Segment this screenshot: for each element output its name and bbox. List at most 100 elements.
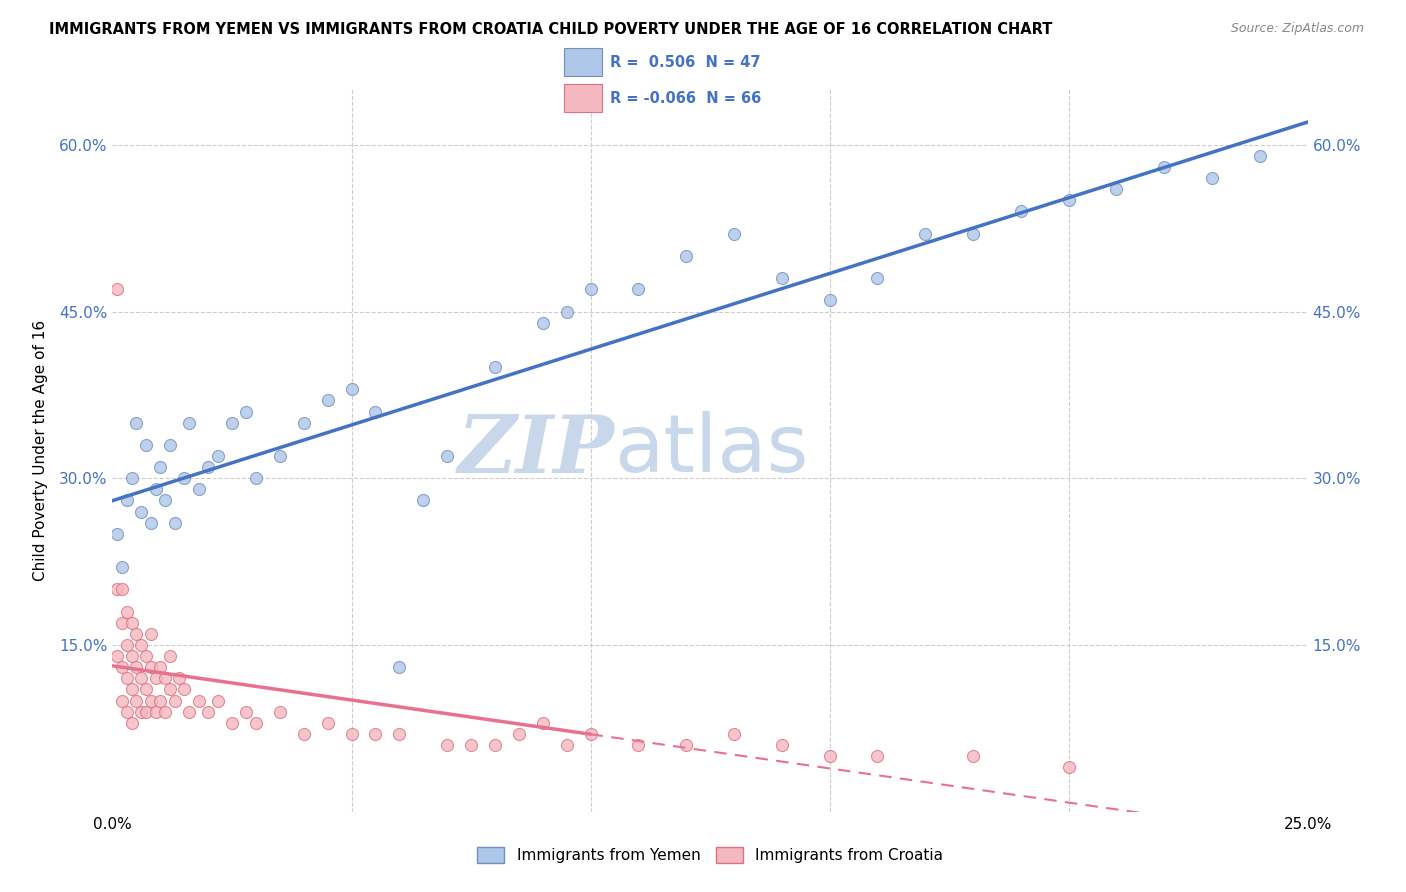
Point bbox=[129, 638, 152, 652]
Point bbox=[145, 705, 167, 719]
Point bbox=[627, 282, 650, 296]
Point bbox=[139, 627, 162, 641]
Point bbox=[125, 660, 148, 674]
Point bbox=[105, 649, 128, 664]
Point bbox=[579, 727, 602, 741]
Point bbox=[292, 727, 315, 741]
Point bbox=[484, 360, 506, 375]
Point bbox=[962, 749, 984, 764]
Point bbox=[675, 738, 697, 752]
Point bbox=[135, 649, 157, 664]
Point bbox=[723, 227, 745, 241]
Point bbox=[149, 693, 172, 707]
Point bbox=[1153, 160, 1175, 174]
Point bbox=[197, 705, 219, 719]
Point bbox=[125, 416, 148, 430]
Point bbox=[105, 582, 128, 597]
Text: atlas: atlas bbox=[614, 411, 808, 490]
Point bbox=[340, 727, 363, 741]
Point bbox=[207, 449, 229, 463]
Point bbox=[115, 638, 138, 652]
Point bbox=[269, 449, 291, 463]
Point bbox=[129, 671, 152, 685]
Point bbox=[135, 438, 157, 452]
Point bbox=[173, 682, 195, 697]
Point bbox=[555, 738, 578, 752]
Point bbox=[364, 404, 387, 418]
Point bbox=[508, 727, 530, 741]
Point bbox=[139, 693, 162, 707]
Point bbox=[187, 483, 209, 497]
Point bbox=[121, 715, 143, 730]
Point bbox=[177, 416, 200, 430]
Point bbox=[484, 738, 506, 752]
Point bbox=[627, 738, 650, 752]
Point bbox=[723, 727, 745, 741]
Text: Source: ZipAtlas.com: Source: ZipAtlas.com bbox=[1230, 22, 1364, 36]
Point bbox=[163, 516, 186, 530]
Point bbox=[149, 660, 172, 674]
Point bbox=[187, 693, 209, 707]
Point bbox=[115, 705, 138, 719]
Point bbox=[436, 449, 458, 463]
Point bbox=[818, 293, 841, 308]
Point bbox=[111, 615, 134, 630]
Point bbox=[1105, 182, 1128, 196]
Point bbox=[173, 471, 195, 485]
Point bbox=[555, 304, 578, 318]
Point bbox=[129, 705, 152, 719]
Point bbox=[340, 382, 363, 396]
Point bbox=[153, 493, 176, 508]
Point bbox=[460, 738, 482, 752]
Point bbox=[197, 460, 219, 475]
Point bbox=[115, 605, 138, 619]
Legend: Immigrants from Yemen, Immigrants from Croatia: Immigrants from Yemen, Immigrants from C… bbox=[471, 841, 949, 869]
Point bbox=[388, 727, 411, 741]
Point bbox=[177, 705, 200, 719]
Point bbox=[866, 749, 889, 764]
Point bbox=[111, 560, 134, 574]
Point bbox=[139, 660, 162, 674]
Text: IMMIGRANTS FROM YEMEN VS IMMIGRANTS FROM CROATIA CHILD POVERTY UNDER THE AGE OF : IMMIGRANTS FROM YEMEN VS IMMIGRANTS FROM… bbox=[49, 22, 1053, 37]
Point bbox=[579, 282, 602, 296]
Point bbox=[111, 582, 134, 597]
Point bbox=[914, 227, 936, 241]
Point bbox=[1249, 149, 1271, 163]
Point bbox=[221, 715, 243, 730]
Point bbox=[675, 249, 697, 263]
Point bbox=[770, 271, 793, 285]
Point bbox=[121, 649, 143, 664]
Point bbox=[149, 460, 172, 475]
FancyBboxPatch shape bbox=[564, 85, 602, 112]
Point bbox=[292, 416, 315, 430]
Point bbox=[269, 705, 291, 719]
Point bbox=[316, 715, 339, 730]
Point bbox=[207, 693, 229, 707]
Point bbox=[129, 505, 152, 519]
Point bbox=[245, 715, 267, 730]
Point bbox=[866, 271, 889, 285]
Point bbox=[121, 471, 143, 485]
Point bbox=[159, 649, 181, 664]
Point bbox=[245, 471, 267, 485]
Y-axis label: Child Poverty Under the Age of 16: Child Poverty Under the Age of 16 bbox=[32, 320, 48, 581]
Point bbox=[1057, 760, 1080, 774]
Point bbox=[1201, 171, 1223, 186]
Point bbox=[436, 738, 458, 752]
Point bbox=[121, 682, 143, 697]
Point bbox=[135, 682, 157, 697]
Point bbox=[153, 705, 176, 719]
Point bbox=[115, 493, 138, 508]
Point bbox=[531, 316, 554, 330]
Point bbox=[115, 671, 138, 685]
Point bbox=[770, 738, 793, 752]
Point bbox=[135, 705, 157, 719]
Point bbox=[139, 516, 162, 530]
Point bbox=[111, 660, 134, 674]
Point bbox=[105, 526, 128, 541]
Point bbox=[1010, 204, 1032, 219]
Point bbox=[105, 282, 128, 296]
Point bbox=[388, 660, 411, 674]
Point bbox=[111, 693, 134, 707]
Point bbox=[125, 627, 148, 641]
